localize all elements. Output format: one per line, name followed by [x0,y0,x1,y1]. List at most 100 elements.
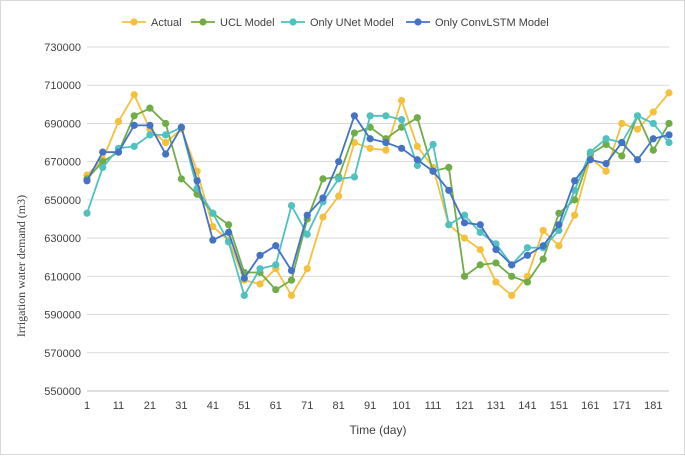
data-point [256,280,264,288]
data-point [350,173,359,181]
data-point [209,236,217,244]
data-point [130,121,138,129]
data-point [492,245,500,254]
data-point [319,213,327,221]
x-axis-title: Time (day) [350,423,407,437]
data-point [445,163,453,171]
data-point [287,291,296,300]
data-point [287,276,296,284]
data-point [523,251,532,259]
data-point [335,175,343,183]
x-tick-label: 141 [518,400,536,412]
x-tick-label: 111 [425,400,442,412]
x-tick-label: 121 [455,400,473,412]
x-tick-label: 91 [364,400,376,412]
x-tick-label: 101 [392,400,410,412]
data-point [665,89,673,97]
data-point [649,146,657,154]
data-point [586,148,594,156]
data-point [665,119,673,128]
data-point [413,156,421,164]
data-point [335,158,343,166]
data-point [303,265,311,273]
data-point [83,177,91,185]
legend-marker [289,18,297,26]
series-lines [83,89,673,300]
data-point [665,131,673,139]
data-point [272,286,280,294]
data-point [571,177,579,185]
data-point [319,194,327,202]
data-point [350,138,359,147]
data-point [460,211,469,219]
x-tick-label: 151 [550,400,568,412]
data-point [114,148,123,156]
data-point [633,125,642,133]
data-point [162,119,170,128]
data-point [397,96,406,105]
data-point [99,158,107,166]
data-point [460,219,469,227]
axes: 550000 570000 590000 610000 630000 650000 6700… [44,42,669,412]
data-point [162,138,170,147]
x-tick-label: 21 [144,400,156,412]
data-point [523,244,532,252]
data-point [602,140,610,149]
data-point [224,221,233,229]
data-point [476,228,484,236]
legend-marker [199,18,207,26]
data-point [350,112,359,120]
data-point [413,142,421,150]
data-point [83,209,91,217]
data-point [413,114,421,122]
x-tick-label: 71 [301,400,313,412]
y-tick-label: 710000 [44,80,81,92]
data-point [240,291,248,300]
data-point [382,112,390,120]
y-axis-title: Irrigation water demand (m3) [14,195,28,337]
data-point [130,91,138,99]
data-point [476,245,484,254]
data-point [177,175,185,183]
data-point [397,144,406,152]
data-point [571,211,579,219]
data-point [555,221,563,229]
data-point [193,177,201,185]
x-tick-label: 41 [207,400,219,412]
x-tick-label: 51 [238,400,250,412]
x-tick-label: 1 [84,400,90,412]
data-point [272,242,280,250]
data-point [397,116,406,124]
data-point [209,209,217,217]
data-point [460,272,469,280]
y-tick-label: 610000 [44,271,81,283]
data-point [586,156,594,164]
data-point [256,265,264,273]
data-point [366,144,374,152]
data-point [649,119,657,128]
legend-label: UCL Model [220,17,275,29]
x-tick-label: 31 [175,400,187,412]
legend-label: Only ConvLSTM Model [435,17,549,29]
data-point [445,186,453,194]
y-tick-label: 570000 [44,348,81,360]
data-point [130,112,138,120]
data-point [413,161,421,170]
x-tick-label: 81 [333,400,345,412]
data-point [508,291,516,300]
data-point [539,226,547,235]
data-point [539,255,547,263]
data-point [492,278,500,286]
data-point [272,261,280,269]
data-point [319,175,327,183]
gridlines [87,46,669,392]
data-point [240,274,248,282]
y-tick-label: 650000 [44,195,81,207]
y-tick-label: 550000 [44,386,81,398]
data-point [649,135,657,143]
y-tick-label: 670000 [44,157,81,169]
data-point [366,135,374,143]
data-point [665,138,673,147]
data-point [602,167,610,175]
